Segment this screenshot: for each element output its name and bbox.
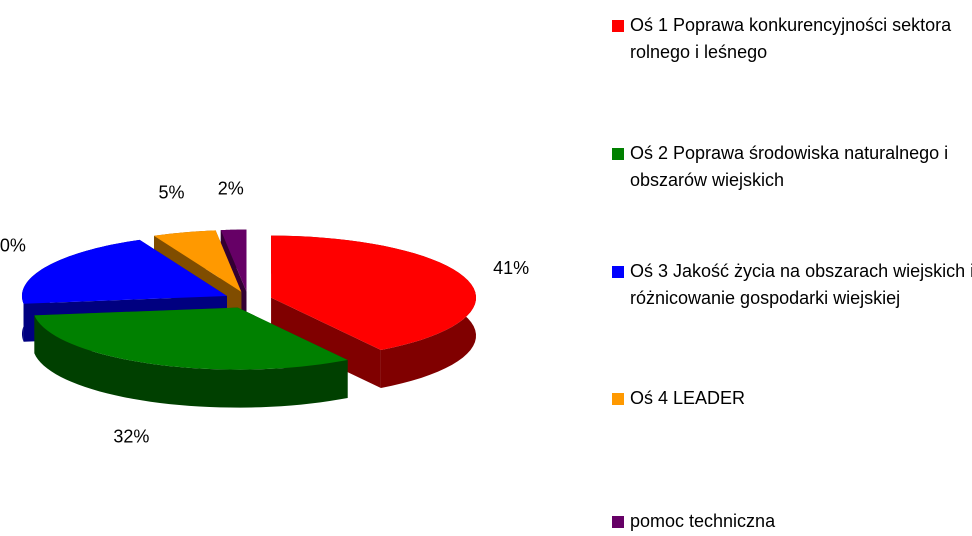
slice-top xyxy=(34,307,348,370)
legend-label: Oś 2 Poprawa środowiska naturalnego i ob… xyxy=(630,143,949,190)
data-label: 5% xyxy=(159,183,185,203)
legend-swatch xyxy=(612,266,624,278)
slice-top xyxy=(154,230,242,292)
legend-item: Oś 2 Poprawa środowiska naturalnego i ob… xyxy=(612,140,972,194)
legend-item: Oś 3 Jakość życia na obszarach wiejskich… xyxy=(612,258,972,312)
slice-top xyxy=(271,235,476,351)
legend-item: pomoc techniczna xyxy=(612,508,972,535)
slice-side xyxy=(271,297,381,389)
legend-label: Oś 1 Poprawa konkurencyjności sektora ro… xyxy=(630,15,952,62)
legend-swatch xyxy=(612,148,624,160)
legend-item: Oś 4 LEADER xyxy=(612,385,972,412)
slice xyxy=(271,235,476,389)
slice-top xyxy=(220,229,247,292)
slice xyxy=(34,307,348,408)
legend-label: pomoc techniczna xyxy=(630,511,776,531)
data-label: 32% xyxy=(113,427,149,447)
legend-item: Oś 1 Poprawa konkurencyjności sektora ro… xyxy=(612,12,972,66)
legend-swatch xyxy=(612,393,624,405)
legend-swatch xyxy=(612,20,624,32)
legend-swatch xyxy=(612,516,624,528)
slice-top xyxy=(21,239,227,304)
data-label: 41% xyxy=(493,258,529,278)
pie-area: 41% 32% 20% 5% 2% xyxy=(0,179,529,447)
data-label: 2% xyxy=(218,179,244,199)
slice-side xyxy=(34,315,348,408)
legend-label: Oś 3 Jakość życia na obszarach wiejskich… xyxy=(630,261,972,308)
data-label: 20% xyxy=(0,236,26,256)
legend-label: Oś 4 LEADER xyxy=(630,388,746,408)
